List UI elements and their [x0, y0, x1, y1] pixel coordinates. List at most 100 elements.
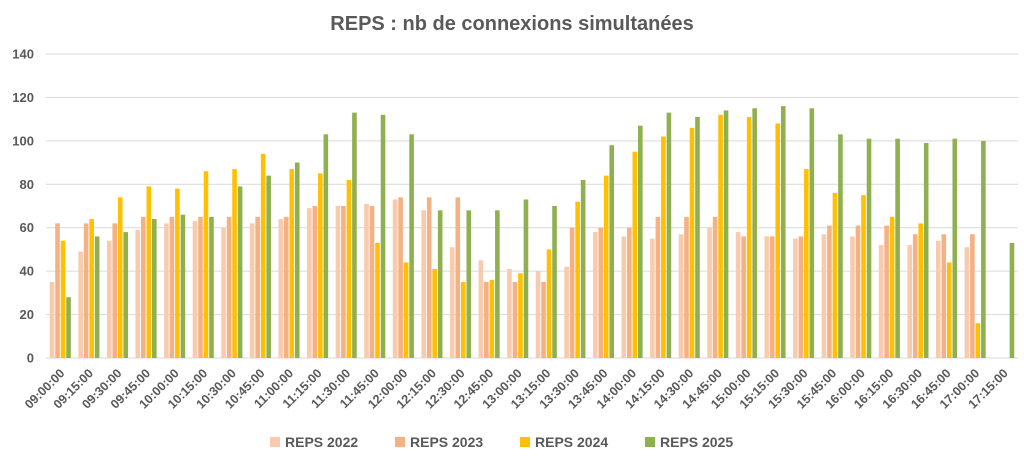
bar	[489, 279, 495, 358]
bar	[512, 282, 518, 358]
bar	[226, 216, 232, 358]
bar	[432, 268, 437, 358]
bar	[89, 219, 94, 358]
bar	[294, 162, 300, 358]
bar	[426, 197, 432, 358]
bar	[352, 112, 357, 358]
bar	[466, 210, 472, 358]
bar	[1009, 242, 1015, 358]
bar	[952, 138, 958, 358]
bar	[661, 136, 666, 358]
bar	[209, 216, 214, 358]
legend-swatch	[645, 437, 655, 447]
gridlines	[46, 53, 1018, 359]
bar	[918, 223, 923, 358]
bar	[55, 223, 60, 358]
bar	[289, 169, 295, 358]
bar	[312, 206, 318, 358]
bar	[592, 232, 598, 358]
bar	[575, 201, 580, 358]
bar	[941, 234, 947, 358]
bar	[912, 234, 918, 358]
bar	[255, 216, 260, 358]
bar	[266, 175, 271, 358]
bar	[232, 169, 237, 358]
bar	[49, 282, 55, 358]
bar	[198, 216, 203, 358]
y-tick-label: 120	[12, 90, 34, 105]
bar	[164, 223, 169, 358]
bar	[66, 297, 71, 358]
bar	[621, 236, 627, 358]
bar	[981, 140, 986, 358]
y-tick-label: 60	[20, 220, 34, 235]
chart-title: REPS : nb de connexions simultanées	[330, 13, 693, 35]
x-axis: 09:00:0009:15:0009:30:0009:45:0010:00:00…	[22, 366, 1011, 411]
legend-swatch	[270, 437, 280, 447]
bar	[169, 216, 175, 358]
bar	[627, 227, 632, 358]
y-tick-label: 80	[20, 177, 34, 192]
legend-label: REPS 2025	[660, 434, 733, 450]
bar	[855, 225, 861, 358]
bars	[49, 106, 1015, 359]
y-axis: 0 20 40 60 80 100 120 140	[12, 47, 34, 366]
bar	[746, 116, 752, 358]
bar	[460, 282, 466, 358]
bar	[632, 151, 638, 358]
bar	[117, 197, 123, 358]
bar	[838, 134, 843, 358]
bar	[364, 203, 369, 358]
bar	[437, 210, 443, 358]
bar	[723, 110, 729, 359]
bar	[735, 232, 741, 358]
bar	[689, 127, 695, 358]
bar	[866, 138, 872, 358]
bar	[380, 114, 386, 358]
bar	[369, 206, 375, 358]
legend-label: REPS 2023	[410, 434, 483, 450]
bar	[323, 134, 329, 358]
bar	[975, 323, 981, 358]
bar	[398, 197, 403, 358]
bar	[141, 216, 146, 358]
y-tick-label: 140	[12, 47, 34, 62]
bar	[769, 236, 775, 358]
bar	[832, 192, 838, 358]
bar	[804, 169, 809, 358]
bar	[970, 234, 975, 358]
bar	[827, 225, 832, 358]
bar	[375, 242, 380, 358]
bar	[798, 236, 804, 358]
bar	[449, 247, 455, 358]
bar	[278, 219, 284, 358]
bar	[923, 143, 929, 358]
bar	[60, 240, 66, 358]
bar	[695, 116, 700, 358]
y-tick-label: 0	[27, 351, 34, 366]
bar	[718, 114, 723, 358]
bar	[552, 206, 557, 358]
bar	[707, 227, 712, 358]
bar	[946, 262, 952, 358]
bar	[884, 225, 889, 358]
legend-label: REPS 2024	[535, 434, 608, 450]
y-tick-label: 20	[20, 307, 34, 322]
bar	[346, 179, 352, 358]
bar	[237, 186, 243, 358]
bar	[249, 223, 255, 358]
bar	[964, 247, 970, 358]
bar	[861, 195, 866, 358]
legend-label: REPS 2022	[285, 434, 358, 450]
bar	[180, 214, 186, 358]
bar	[650, 238, 655, 358]
bar	[546, 249, 552, 358]
bar	[495, 210, 500, 358]
bar	[684, 216, 689, 358]
bar	[421, 210, 426, 358]
legend: REPS 2022 REPS 2023 REPS 2024 REPS 2025	[270, 434, 733, 450]
bar	[598, 227, 604, 358]
bar	[335, 206, 341, 358]
y-tick-label: 100	[12, 133, 34, 148]
